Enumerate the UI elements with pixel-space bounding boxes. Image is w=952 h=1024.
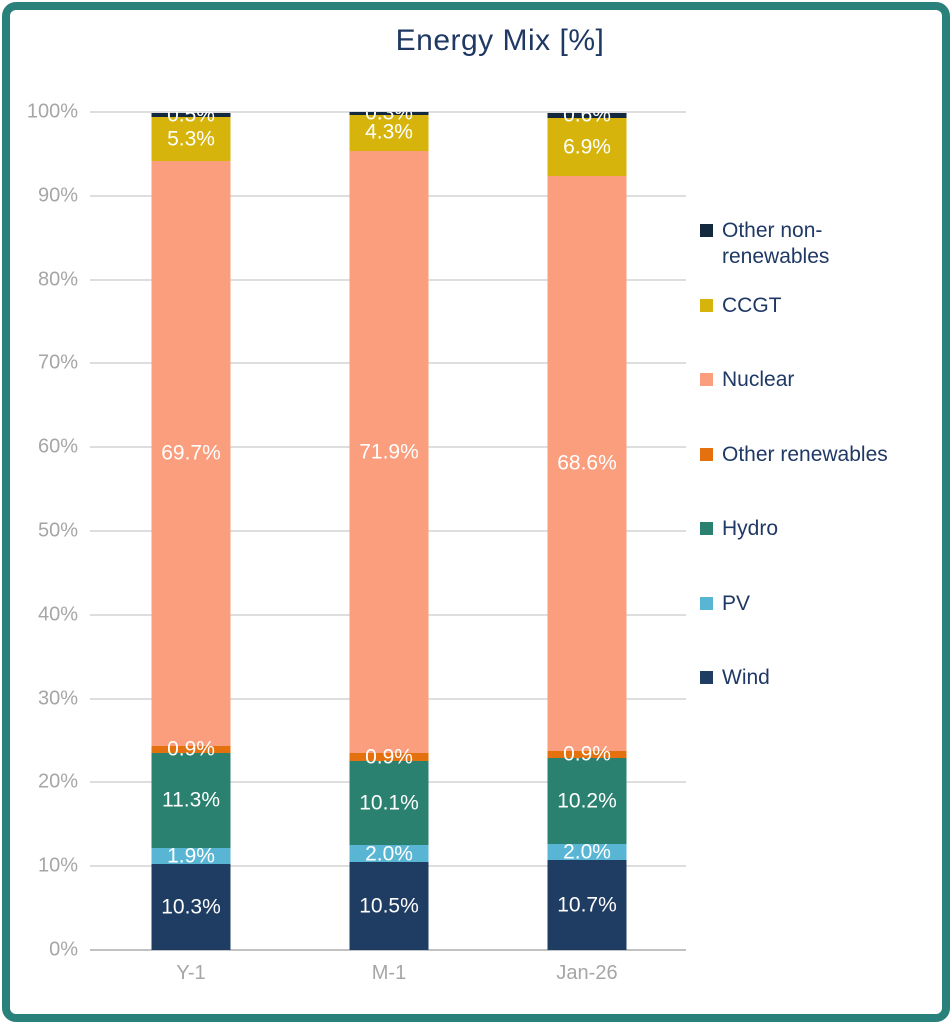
legend-swatch-icon — [700, 447, 713, 461]
bar-segment[interactable] — [349, 862, 429, 950]
bar-value-label: 2.0% — [365, 842, 413, 866]
legend-item[interactable]: Hydro — [700, 516, 905, 591]
legend-item[interactable]: Wind — [700, 665, 905, 740]
legend-swatch-icon — [700, 671, 713, 684]
bar-segment[interactable] — [151, 745, 231, 754]
bar-value-label: 6.9% — [563, 135, 611, 159]
bar-segment[interactable] — [547, 843, 627, 861]
legend-item[interactable]: Other renewables — [700, 442, 905, 517]
legend-label: Wind — [722, 666, 770, 689]
bar-segment[interactable] — [349, 753, 429, 761]
legend-label: Hydro — [722, 517, 779, 540]
bar-segment[interactable] — [547, 175, 627, 751]
stacked-bar: 10.5% 2.0% 10.1% 0.9% 71.9% 4.3% 0.3% — [349, 112, 429, 950]
bar-value-label: 0.9% — [563, 742, 611, 766]
y-tick-label: 0% — [49, 938, 78, 961]
bar-segment[interactable] — [151, 117, 231, 162]
stacked-bar: 10.7% 2.0% 10.2% 0.9% 68.6% 6.9% 0.6% — [547, 112, 627, 950]
y-tick-label: 90% — [37, 184, 78, 207]
bar-value-label: 0.3% — [365, 112, 413, 125]
bar-segment[interactable] — [151, 847, 231, 864]
legend-swatch-icon — [700, 596, 713, 610]
bar-value-label: 11.3% — [162, 788, 220, 812]
legend-item[interactable]: Nuclear — [700, 367, 905, 442]
bar-value-label: 4.3% — [365, 120, 413, 144]
bar-segment[interactable] — [151, 112, 231, 118]
bar-segment[interactable] — [547, 117, 627, 176]
bar-value-label: 0.5% — [167, 112, 215, 127]
bar-segment[interactable] — [151, 161, 231, 746]
bar-value-label: 10.7% — [557, 893, 617, 917]
legend-item[interactable]: PV — [700, 591, 905, 666]
bar-segment[interactable] — [547, 112, 627, 118]
y-axis-labels: 0% 10% 20% 30% 40% 50% 60% 70% 80% 90% 100% — [0, 101, 82, 961]
legend-swatch-icon — [700, 522, 713, 535]
x-axis-label: Jan-26 — [556, 962, 618, 984]
stacked-bar: 10.3% 1.9% 11.3% 0.9% 69.7% 5.3% 0.5% — [151, 112, 231, 950]
bar-column: 10.7% 2.0% 10.2% 0.9% 68.6% 6.9% 0.6% — [488, 112, 686, 950]
y-tick-label: 10% — [37, 854, 78, 877]
bar-segment[interactable] — [151, 753, 231, 848]
x-axis-labels: Y-1 M-1 Jan-26 — [92, 962, 686, 985]
bars-layer: 10.3% 1.9% 11.3% 0.9% 69.7% 5.3% 0.5% 10.5% 2.0%… — [92, 112, 686, 950]
y-tick-label: 70% — [37, 351, 78, 374]
legend-item[interactable]: Other non-renewables — [700, 218, 905, 293]
legend-swatch-icon — [700, 373, 713, 386]
y-tick-label: 50% — [37, 519, 78, 542]
bar-value-label: 10.1% — [359, 791, 419, 815]
bar-segment[interactable] — [349, 150, 429, 754]
x-axis-line — [90, 949, 686, 951]
legend-label: CCGT — [722, 293, 782, 317]
bar-value-label: 2.0% — [563, 840, 611, 864]
gridline — [90, 111, 686, 113]
bar-value-label: 0.9% — [365, 745, 413, 769]
legend-label: Other renewables — [722, 442, 888, 466]
y-tick-label: 30% — [37, 687, 78, 710]
y-tick-label: 20% — [37, 770, 78, 793]
legend-label: Other non-renewables — [722, 219, 830, 269]
legend-item[interactable]: CCGT — [700, 293, 905, 368]
bar-value-label: 71.9% — [359, 440, 419, 464]
y-tick-label: 80% — [37, 268, 78, 291]
bar-value-label: 0.6% — [563, 112, 611, 127]
bar-column: 10.3% 1.9% 11.3% 0.9% 69.7% 5.3% 0.5% — [92, 112, 290, 950]
legend-swatch-icon — [700, 298, 713, 312]
bar-value-label: 10.2% — [557, 789, 617, 813]
bar-value-label: 68.6% — [557, 451, 617, 475]
legend-label: Nuclear — [722, 368, 795, 391]
bar-value-label: 69.7% — [161, 441, 221, 465]
bar-value-label: 5.3% — [167, 127, 215, 151]
chart-title: Energy Mix [%] — [395, 24, 605, 57]
bar-value-label: 10.5% — [359, 894, 419, 918]
bar-segment[interactable] — [349, 845, 429, 863]
bar-segment[interactable] — [151, 863, 231, 950]
bar-column: 10.5% 2.0% 10.1% 0.9% 71.9% 4.3% 0.3% — [290, 112, 488, 950]
bar-segment[interactable] — [547, 750, 627, 759]
bar-segment[interactable] — [349, 760, 429, 846]
y-tick-label: 60% — [37, 435, 78, 458]
bar-segment[interactable] — [349, 112, 429, 115]
y-tick-label: 40% — [37, 603, 78, 626]
x-axis-label: M-1 — [371, 962, 407, 984]
bar-segment[interactable] — [349, 114, 429, 151]
legend: Other non-renewables CCGT Nuclear Other ren… — [700, 218, 905, 740]
bar-segment[interactable] — [547, 860, 627, 950]
plot-area: 10.3% 1.9% 11.3% 0.9% 69.7% 5.3% 0.5% 10.5% 2.0%… — [90, 111, 686, 951]
bar-segment[interactable] — [547, 758, 627, 844]
y-tick-label: 100% — [26, 100, 78, 123]
bar-value-label: 0.9% — [167, 737, 215, 761]
legend-swatch-icon — [700, 224, 713, 237]
legend-label: PV — [722, 591, 751, 615]
bar-value-label: 10.3% — [161, 895, 221, 919]
x-axis-label: Y-1 — [176, 962, 206, 984]
bar-value-label: 1.9% — [167, 844, 215, 868]
